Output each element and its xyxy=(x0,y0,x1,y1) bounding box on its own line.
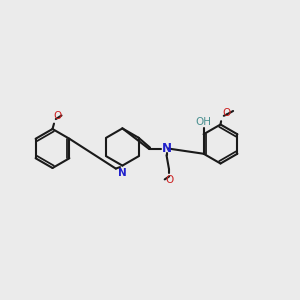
Text: N: N xyxy=(118,168,127,178)
Text: O: O xyxy=(222,108,231,118)
Text: O: O xyxy=(54,112,62,122)
Text: OH: OH xyxy=(196,117,211,127)
Text: N: N xyxy=(161,142,172,155)
Text: O: O xyxy=(165,175,173,185)
